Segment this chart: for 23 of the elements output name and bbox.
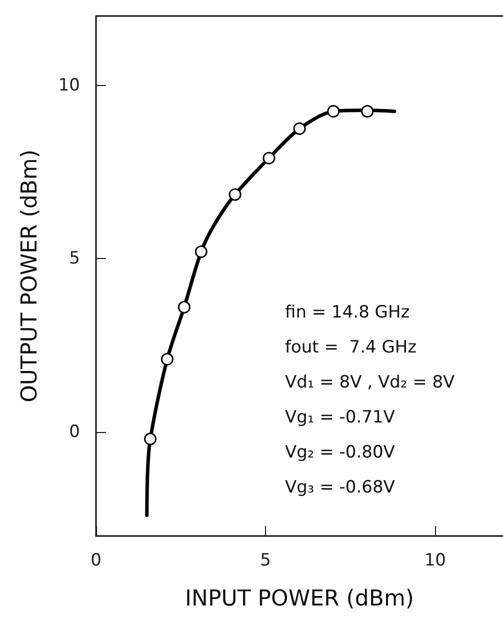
- annotation: Vg₁ = -0.71V: [285, 408, 396, 428]
- x-tick-label: 10: [424, 550, 446, 570]
- annotation: Vd₁ = 8V , Vd₂ = 8V: [285, 372, 456, 392]
- x-tick-label: 0: [90, 550, 102, 570]
- point: [160, 352, 174, 366]
- point: [194, 245, 208, 258]
- y-tick-label: 10: [58, 75, 80, 96]
- y-tick-label: 0: [69, 422, 80, 442]
- point: [178, 300, 190, 314]
- annotation: Vg₂ = -0.80V: [285, 442, 396, 462]
- point: [144, 432, 157, 446]
- annotation: fout = 7.4 GHz: [285, 338, 417, 358]
- point: [293, 122, 306, 135]
- annotation: Vg₃ = -0.68V: [285, 478, 396, 498]
- y-tick-label: 5: [69, 248, 80, 269]
- point: [327, 105, 340, 118]
- point: [262, 152, 276, 164]
- x-axis-title: INPUT POWER (dBm): [185, 586, 414, 612]
- annotation: fin = 14.8 GHz: [285, 302, 410, 322]
- x-tick-label: 5: [260, 550, 271, 570]
- point: [228, 188, 242, 201]
- point: [361, 105, 374, 118]
- y-axis-title: OUTPUT POWER (dBm): [18, 150, 42, 402]
